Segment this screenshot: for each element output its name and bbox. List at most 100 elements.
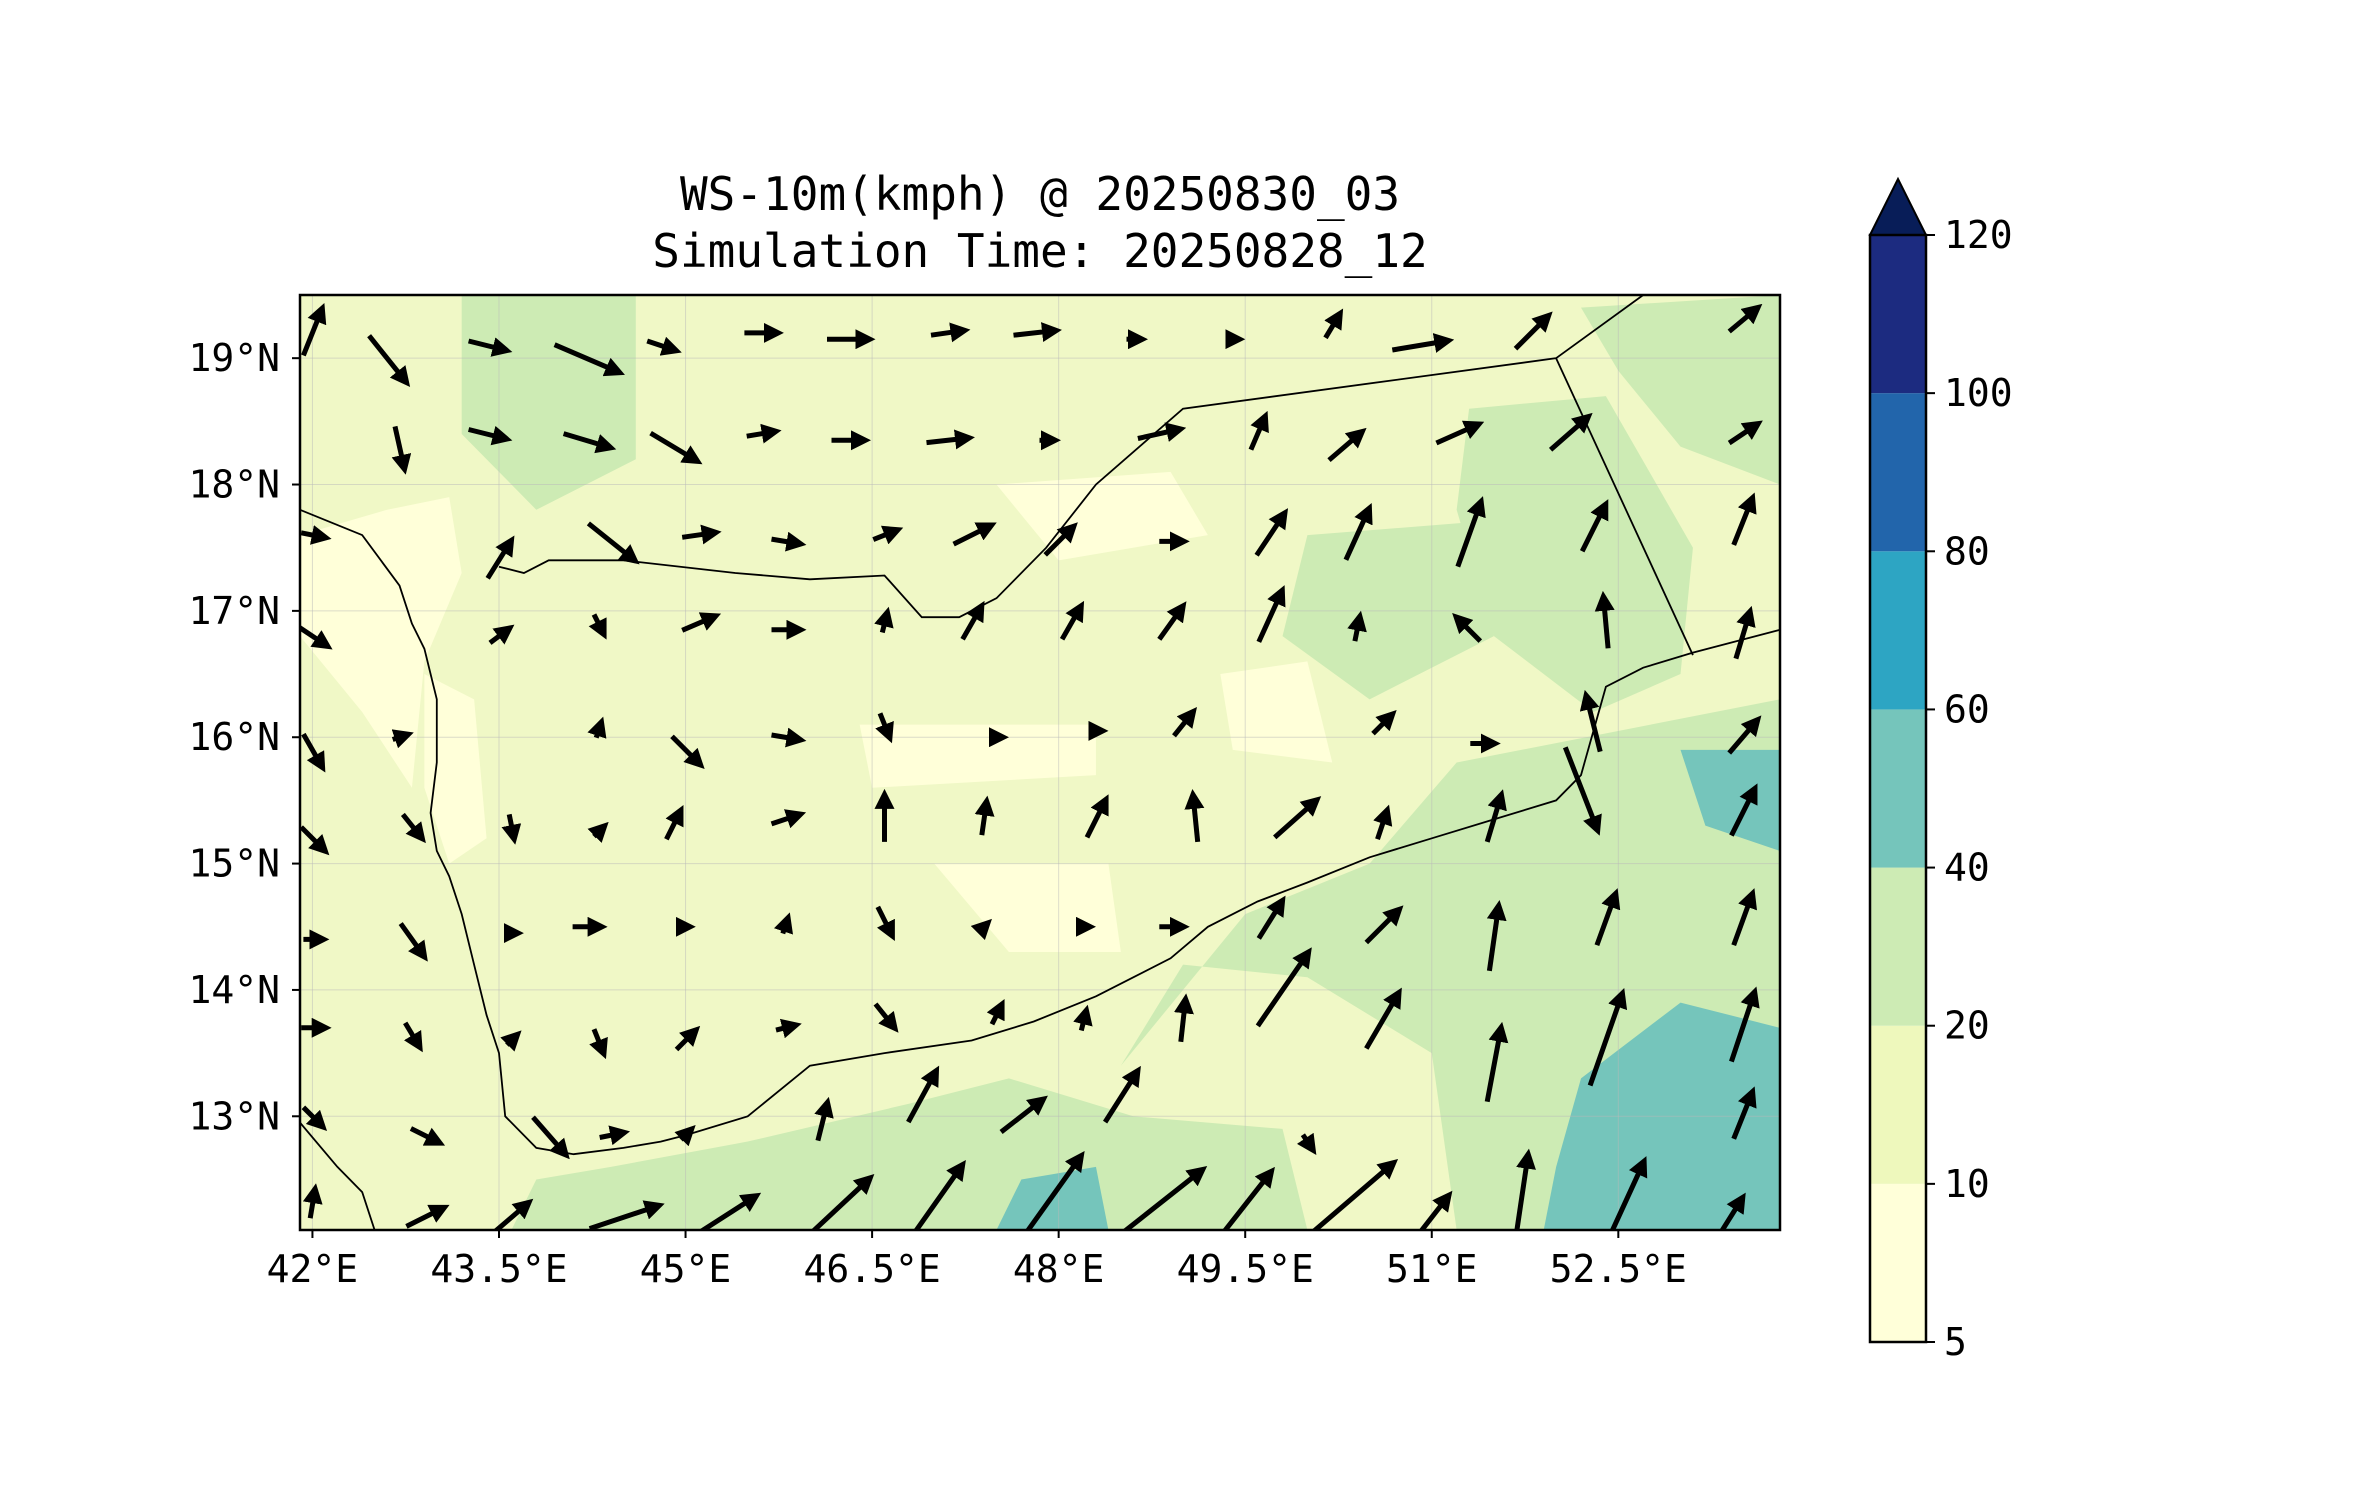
y-tick-label: 14°N xyxy=(188,968,280,1012)
wind-vector xyxy=(300,825,330,856)
wind-vector xyxy=(771,727,807,748)
wind-vector xyxy=(1729,986,1760,1063)
wind-vector xyxy=(494,1198,534,1230)
colorbar-label: 80 xyxy=(1944,529,1990,573)
shaded-region-20-40 xyxy=(1456,396,1693,712)
wind-vector xyxy=(1343,503,1373,561)
wind-vector xyxy=(398,922,428,962)
y-tick-label: 17°N xyxy=(188,589,280,633)
wind-vector xyxy=(1013,322,1062,342)
y-axis-latitude: 13°N 14°N 15°N 16°N 17°N 18°N 19°N xyxy=(188,336,300,1138)
wind-vector xyxy=(301,732,326,773)
colorbar-segment xyxy=(1870,393,1926,552)
wind-vector xyxy=(930,322,971,343)
colorbar-frame xyxy=(1868,233,1928,1344)
wind-vector xyxy=(1486,899,1507,972)
x-tick-label: 49.5°E xyxy=(1177,1247,1314,1291)
x-tick-label: 43.5°E xyxy=(430,1247,567,1291)
colorbar-label: 60 xyxy=(1944,687,1990,731)
wind-vector xyxy=(488,624,515,645)
wind-vector xyxy=(599,1125,631,1146)
wind-vector xyxy=(1513,311,1553,351)
wind-vector xyxy=(1594,590,1615,649)
wind-vector xyxy=(810,1174,875,1230)
wind-vector xyxy=(926,429,975,450)
wind-vector xyxy=(589,1028,608,1060)
wind-vector xyxy=(301,1105,328,1131)
wind-vector xyxy=(906,1065,940,1124)
wind-vector xyxy=(1609,1156,1648,1230)
wind-vector xyxy=(409,1126,446,1146)
shaded-region-5-10 xyxy=(859,724,1096,788)
wind-vector xyxy=(1418,1190,1453,1230)
wind-vector xyxy=(770,809,807,829)
shaded-region-5-10 xyxy=(300,497,462,788)
colorbar-segment xyxy=(1870,551,1926,710)
wind-vector xyxy=(501,813,522,845)
map-frame xyxy=(298,293,1782,1232)
colorbar-label: 40 xyxy=(1944,846,1990,890)
y-tick-label: 13°N xyxy=(188,1094,280,1138)
wind-vector xyxy=(403,1021,423,1053)
wind-vector xyxy=(500,1030,522,1052)
wind-vector xyxy=(588,1200,665,1230)
shaded-region-5-10 xyxy=(424,674,487,864)
wind-vector xyxy=(1122,1166,1208,1230)
wind-vector xyxy=(301,302,327,357)
wind-vector xyxy=(405,1204,450,1229)
y-tick-label: 16°N xyxy=(188,715,280,759)
wind-vector xyxy=(1256,585,1286,643)
colorbar-segment xyxy=(1870,709,1926,868)
wind-vector xyxy=(1025,1150,1085,1230)
wind-vector xyxy=(1371,709,1397,736)
wind-vector xyxy=(952,522,997,547)
wind-vector xyxy=(1727,303,1763,334)
wind-vector xyxy=(1184,788,1205,843)
wind-vector xyxy=(1248,410,1269,451)
wind-vector xyxy=(300,625,333,650)
wind-vector xyxy=(1731,1086,1757,1140)
wind-vector xyxy=(531,1115,570,1160)
wind-vector xyxy=(1455,496,1486,568)
wind-vector xyxy=(681,524,722,545)
wind-vector xyxy=(400,812,426,844)
wind-vector xyxy=(774,912,793,935)
wind-vector xyxy=(1296,1132,1317,1155)
wind-vector xyxy=(300,525,332,545)
boundary-border-yemen-oman xyxy=(1555,357,1694,656)
wind-vector xyxy=(1373,804,1393,840)
boundary-coastline-africa xyxy=(300,1122,376,1230)
wind-vector xyxy=(1579,499,1609,553)
colorbar-segment xyxy=(1870,867,1926,1026)
wind-vector xyxy=(960,600,985,641)
y-tick-label: 19°N xyxy=(188,336,280,380)
wind-vector xyxy=(1587,987,1628,1087)
shaded-region-5-10 xyxy=(996,471,1208,561)
wind-vector xyxy=(649,430,703,465)
colorbar-label: 5 xyxy=(1944,1320,1967,1364)
wind-vector xyxy=(1727,715,1762,755)
wind-vector xyxy=(1174,993,1194,1043)
wind-vector xyxy=(1254,508,1289,557)
x-tick-label: 48°E xyxy=(1013,1247,1105,1291)
wind-vector xyxy=(872,525,904,545)
colorbar: 5 10 20 40 60 80 100 120 xyxy=(1868,176,2013,1364)
wind-vector xyxy=(367,334,411,387)
wind-vector xyxy=(1562,746,1602,836)
colorbar-label: 10 xyxy=(1944,1162,1990,1206)
wind-vector xyxy=(1548,412,1593,452)
wind-vector xyxy=(562,431,617,454)
wind-vector xyxy=(999,1095,1048,1134)
wind-vector xyxy=(302,1183,323,1219)
wind-vector xyxy=(1311,1158,1399,1230)
wind-vector xyxy=(1323,308,1344,340)
boundary-coastline xyxy=(300,508,1780,1156)
wind-vector xyxy=(553,342,625,377)
wind-vector xyxy=(1137,422,1187,442)
wind-vector xyxy=(1594,888,1621,947)
wind-vector xyxy=(986,999,1005,1026)
wind-vector xyxy=(1157,601,1187,641)
wind-vector xyxy=(1255,947,1312,1028)
wind-vector xyxy=(681,612,722,633)
colorbar-segment xyxy=(1870,1183,1926,1342)
